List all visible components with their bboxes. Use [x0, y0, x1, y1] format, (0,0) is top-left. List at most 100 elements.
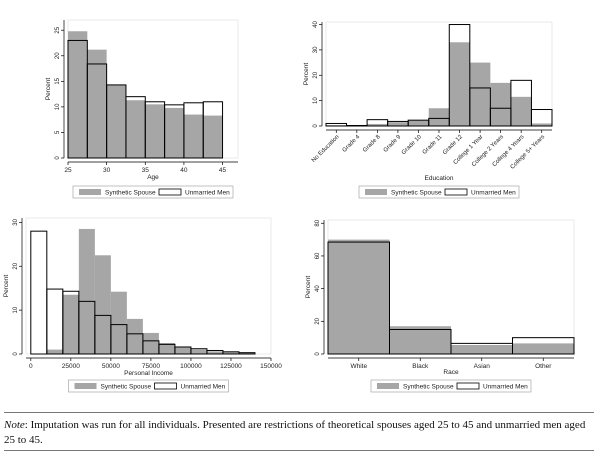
unmarried-bar — [469, 87, 491, 127]
y-tick-label: 80 — [315, 219, 321, 226]
y-tick-label: 0 — [55, 156, 61, 160]
legend-box — [72, 185, 234, 199]
synthetic-bar — [46, 349, 63, 354]
synthetic-bar — [62, 294, 79, 354]
y-axis-label: Percent — [45, 78, 52, 101]
legend-unmarried-swatch — [158, 188, 182, 196]
synthetic-bar — [222, 352, 239, 354]
synthetic-bar — [158, 343, 175, 354]
synthetic-bar — [531, 123, 552, 126]
synthetic-bar — [510, 96, 532, 126]
synthetic-bar — [490, 82, 511, 126]
x-tick-label: Grade 8 — [362, 134, 382, 154]
x-axis-label: Education — [425, 175, 454, 182]
synthetic-bar — [126, 318, 143, 354]
synthetic-bar — [512, 343, 574, 354]
x-tick-label: No Education — [311, 134, 341, 164]
unmarried-bar — [346, 124, 368, 127]
y-tick-label: 20 — [315, 317, 321, 324]
legend-synthetic-label: Synthetic Spouse — [105, 190, 156, 197]
unmarried-bar — [510, 79, 532, 127]
synthetic-bar — [125, 100, 146, 158]
synthetic-bar — [87, 49, 107, 159]
synthetic-bar — [190, 349, 207, 354]
synthetic-bar — [203, 115, 223, 158]
legend-unmarried-swatch — [154, 382, 177, 390]
income-histogram: 0 10 20 30 Percent 0 25000 50000 75000 100000 1250… — [3, 217, 282, 393]
x-tick-label: 45 — [219, 167, 227, 174]
y-tick-label: 20 — [313, 71, 319, 78]
y-tick-label: 0 — [313, 124, 319, 128]
y-tick-label: 20 — [13, 262, 19, 269]
legend-synthetic-swatch — [377, 383, 399, 389]
y-axis-label: Percent — [303, 63, 310, 86]
x-axis-label: Race — [443, 369, 459, 376]
legend-unmarried-label: Unmarried Men — [185, 190, 230, 197]
x-tick-label: 150000 — [260, 363, 282, 370]
legend-synthetic-label: Synthetic Spouse — [391, 190, 442, 197]
y-tick-label: 60 — [315, 252, 321, 259]
x-tick-label: 0 — [29, 363, 33, 370]
age-histogram: 0 5 10 15 20 25 Percent 25 30 35 40 45 Age Synthetic … — [45, 19, 239, 199]
legend-box — [370, 379, 532, 393]
unmarried-bar — [238, 352, 256, 355]
synthetic-bar — [449, 42, 470, 127]
y-tick-label: 30 — [13, 218, 19, 225]
race-histogram: 0 20 40 60 80 Percent White Black Asian Other Race… — [305, 219, 575, 393]
y-tick-label: 40 — [315, 285, 321, 292]
y-tick-label: 10 — [13, 306, 19, 313]
synthetic-bar — [164, 107, 184, 158]
synthetic-bar — [110, 291, 127, 354]
x-tick-label: 40 — [180, 167, 188, 174]
synthetic-bar — [428, 108, 450, 126]
legend-unmarried-swatch — [456, 382, 480, 390]
legend-box — [358, 185, 520, 199]
x-tick-label: 25 — [64, 167, 72, 174]
unmarried-bar — [389, 328, 452, 355]
note-bottom-rule — [4, 450, 594, 451]
synthetic-bar — [78, 228, 95, 354]
legend-synthetic-swatch — [79, 189, 101, 195]
synthetic-bar — [328, 239, 390, 354]
unmarried-bar — [530, 109, 553, 127]
synthetic-bar — [174, 346, 191, 354]
y-tick-label: 10 — [313, 97, 319, 104]
synthetic-bar — [94, 255, 111, 354]
x-tick-label: 75000 — [142, 363, 160, 370]
unmarried-bar — [325, 122, 348, 127]
x-tick-label: 30 — [103, 167, 111, 174]
legend-synthetic-swatch — [365, 189, 387, 195]
y-tick-label: 10 — [55, 103, 61, 110]
x-tick-label: Other — [535, 363, 552, 370]
x-tick-label: 50000 — [102, 363, 120, 370]
x-tick-label: Grade 9 — [383, 134, 403, 154]
y-tick-label: 15 — [55, 77, 61, 84]
synthetic-bar — [145, 104, 165, 158]
synthetic-bar — [469, 62, 491, 126]
y-tick-label: 40 — [313, 21, 319, 28]
x-tick-label: 35 — [142, 167, 150, 174]
y-tick-label: 20 — [55, 52, 61, 59]
synthetic-bar — [387, 122, 409, 126]
legend-synthetic-swatch — [74, 383, 97, 389]
synthetic-bar — [206, 351, 223, 354]
unmarried-bar — [512, 337, 575, 355]
y-tick-label: 0 — [13, 352, 19, 356]
x-tick-label: 100000 — [180, 363, 202, 370]
y-tick-label: 25 — [55, 26, 61, 33]
note-text: : Imputation was run for all individuals… — [4, 419, 586, 446]
unmarried-bar — [327, 241, 390, 355]
synthetic-bar — [142, 332, 159, 354]
legend-unmarried-label: Unmarried Men — [483, 384, 528, 391]
synthetic-bar — [106, 84, 126, 158]
y-tick-label: 0 — [315, 352, 321, 356]
table-note: Note: Imputation was run for all individ… — [4, 418, 594, 448]
x-tick-label: Black — [412, 363, 429, 370]
synthetic-bar — [408, 120, 429, 126]
x-tick-label: 25000 — [62, 363, 80, 370]
legend-box — [68, 379, 229, 393]
unmarried-bar — [202, 101, 224, 159]
y-tick-label: 30 — [313, 46, 319, 53]
x-tick-label: Grade 10 — [401, 134, 423, 156]
synthetic-bar — [367, 123, 388, 126]
